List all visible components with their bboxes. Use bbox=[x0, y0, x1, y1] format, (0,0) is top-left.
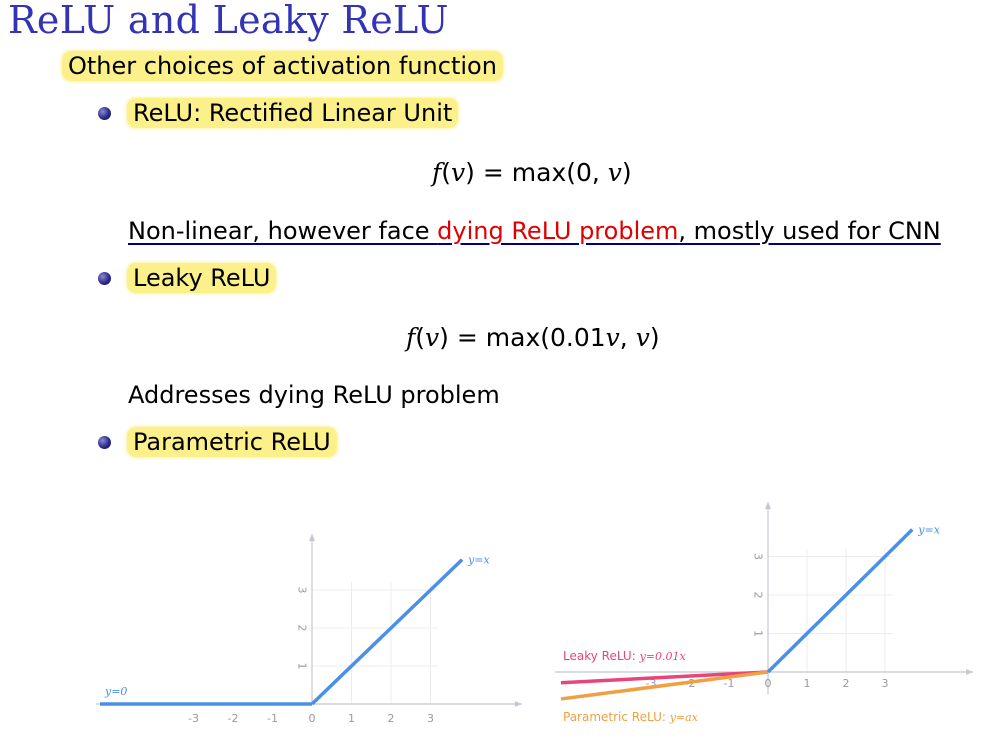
relu-note: Non-linear, however face dying ReLU prob… bbox=[128, 217, 941, 245]
y-axis-arrow bbox=[309, 534, 315, 541]
x-tick-label: -1 bbox=[267, 712, 278, 725]
leaky-formula-max: max(0.01 bbox=[485, 323, 606, 352]
series-label-y0: y=0 bbox=[104, 685, 127, 698]
series-line-leaky bbox=[560, 670, 769, 685]
x-tick-label: -3 bbox=[646, 677, 657, 690]
series-label-parametric-formula: y=ax bbox=[669, 711, 699, 724]
bullet-parametric-label: Parametric ReLU bbox=[127, 427, 337, 457]
x-tick-label: 1 bbox=[804, 677, 811, 690]
leaky-formula-v3: v bbox=[635, 323, 650, 352]
y-tick-label: 3 bbox=[752, 553, 765, 560]
leaky-formula-f: f bbox=[406, 323, 416, 352]
series-line-yx bbox=[766, 528, 914, 674]
relu-note-post: , mostly used for CNN bbox=[678, 217, 941, 245]
series-label-yx: y=x bbox=[467, 554, 490, 567]
bullet-icon bbox=[98, 271, 111, 285]
leaky-note: Addresses dying ReLU problem bbox=[128, 381, 500, 409]
series-label-leaky-formula: y=0.01x bbox=[639, 650, 687, 663]
y-tick-label: 2 bbox=[296, 625, 309, 632]
y-tick-label: 1 bbox=[752, 630, 765, 637]
bullet-relu-label: ReLU: Rectified Linear Unit bbox=[127, 98, 459, 128]
bullet-leaky: Leaky ReLU bbox=[98, 263, 277, 293]
y-tick-label: 2 bbox=[752, 592, 765, 599]
slide-title: ReLU and Leaky ReLU bbox=[8, 0, 449, 42]
leaky-formula: f(v) = max(0.01v, v) bbox=[406, 323, 660, 352]
relu-note-pre: Non-linear, however face bbox=[128, 217, 438, 245]
relu-formula-close: ) bbox=[621, 158, 632, 187]
bullet-parametric: Parametric ReLU bbox=[98, 427, 337, 457]
x-tick-label: 0 bbox=[765, 677, 772, 690]
y-tick-label: 3 bbox=[296, 587, 309, 594]
x-tick-label: 3 bbox=[882, 677, 889, 690]
leaky-formula-v2: v bbox=[605, 323, 620, 352]
relu-formula: f(v) = max(0, v) bbox=[432, 158, 632, 187]
relu-formula-v: v bbox=[451, 158, 466, 187]
leaky-formula-sep: , bbox=[619, 323, 636, 352]
x-tick-label: 2 bbox=[388, 712, 395, 725]
x-tick-label: -2 bbox=[228, 712, 239, 725]
y-tick-label: 1 bbox=[296, 663, 309, 670]
series-line-parametric bbox=[560, 670, 769, 701]
series-label-leaky-name: Leaky ReLU: bbox=[563, 649, 640, 663]
bullet-icon bbox=[98, 435, 111, 449]
bullet-icon bbox=[98, 106, 111, 120]
x-tick-label: 2 bbox=[843, 677, 850, 690]
subtitle: Other choices of activation function bbox=[62, 51, 503, 81]
relu-formula-v2: v bbox=[607, 158, 622, 187]
y-axis-arrow bbox=[765, 502, 771, 509]
x-tick-label: -1 bbox=[724, 677, 735, 690]
x-axis-arrow bbox=[515, 701, 522, 707]
series-label-parametric: Parametric ReLU: y=ax bbox=[563, 710, 699, 724]
series-line-yx bbox=[310, 558, 464, 706]
leaky-formula-v: v bbox=[425, 323, 440, 352]
bullet-relu: ReLU: Rectified Linear Unit bbox=[98, 98, 459, 128]
x-tick-label: 0 bbox=[309, 712, 316, 725]
series-label-parametric-name: Parametric ReLU: bbox=[563, 710, 670, 724]
relu-note-highlight: dying ReLU problem bbox=[437, 217, 679, 245]
x-axis-arrow bbox=[966, 669, 973, 675]
leaky-formula-close: ) bbox=[649, 323, 660, 352]
x-tick-label: 3 bbox=[427, 712, 434, 725]
relu-chart: -3 -2 -1 0 1 2 3 1 2 3 y=0 y=x bbox=[96, 534, 522, 725]
relu-formula-f: f bbox=[432, 158, 442, 187]
x-tick-label: -3 bbox=[188, 712, 199, 725]
series-label-yx: y=x bbox=[917, 524, 940, 537]
subtitle-text: Other choices of activation function bbox=[62, 51, 503, 81]
series-label-leaky: Leaky ReLU: y=0.01x bbox=[563, 649, 686, 663]
x-tick-label: 1 bbox=[348, 712, 355, 725]
relu-formula-max: max(0, bbox=[511, 158, 608, 187]
bullet-leaky-label: Leaky ReLU bbox=[127, 263, 277, 293]
